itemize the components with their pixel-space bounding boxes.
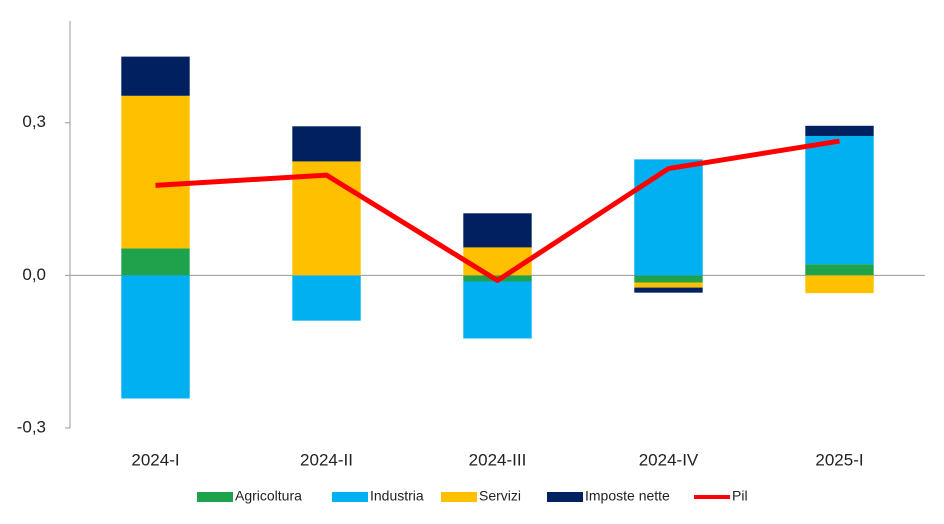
legend-marker (197, 492, 233, 502)
x-tick-label: 2024-I (131, 450, 179, 469)
bar-segment (292, 275, 361, 321)
bar-segment (121, 95, 190, 249)
x-tick-label: 2025-I (815, 450, 863, 469)
bar-segment (805, 275, 874, 294)
bar-segment (292, 161, 361, 276)
legend-label: Agricoltura (235, 488, 302, 504)
y-tick-label: 0,3 (22, 112, 46, 131)
bar-segment (121, 248, 190, 276)
bar-segment (463, 213, 532, 248)
legend-label: Servizi (479, 488, 521, 504)
y-tick-label: 0,0 (22, 265, 46, 284)
line (155, 138, 840, 283)
bar-segment (634, 287, 703, 293)
x-tick-label: 2024-III (469, 450, 527, 469)
bar-segment (463, 247, 532, 276)
legend-label: Industria (370, 488, 424, 504)
y-tick-label: -0,3 (17, 417, 46, 436)
legend-marker (441, 492, 477, 502)
bar-segment (121, 56, 190, 96)
bar-segment (121, 275, 190, 399)
legend-marker (332, 492, 368, 502)
bar-segment (292, 126, 361, 162)
x-tick-label: 2024-II (300, 450, 353, 469)
bar-segment (634, 282, 703, 288)
bar-segment (634, 275, 703, 283)
bar-segment (805, 264, 874, 276)
bar-segment (463, 281, 532, 339)
legend-marker (547, 492, 583, 502)
x-tick-label: 2024-IV (639, 450, 699, 469)
bar-segment (634, 159, 703, 276)
legend-label: Pil (732, 488, 748, 504)
legend-label: Imposte nette (585, 488, 670, 504)
bar-segment (805, 125, 874, 136)
bar-segment (805, 135, 874, 265)
